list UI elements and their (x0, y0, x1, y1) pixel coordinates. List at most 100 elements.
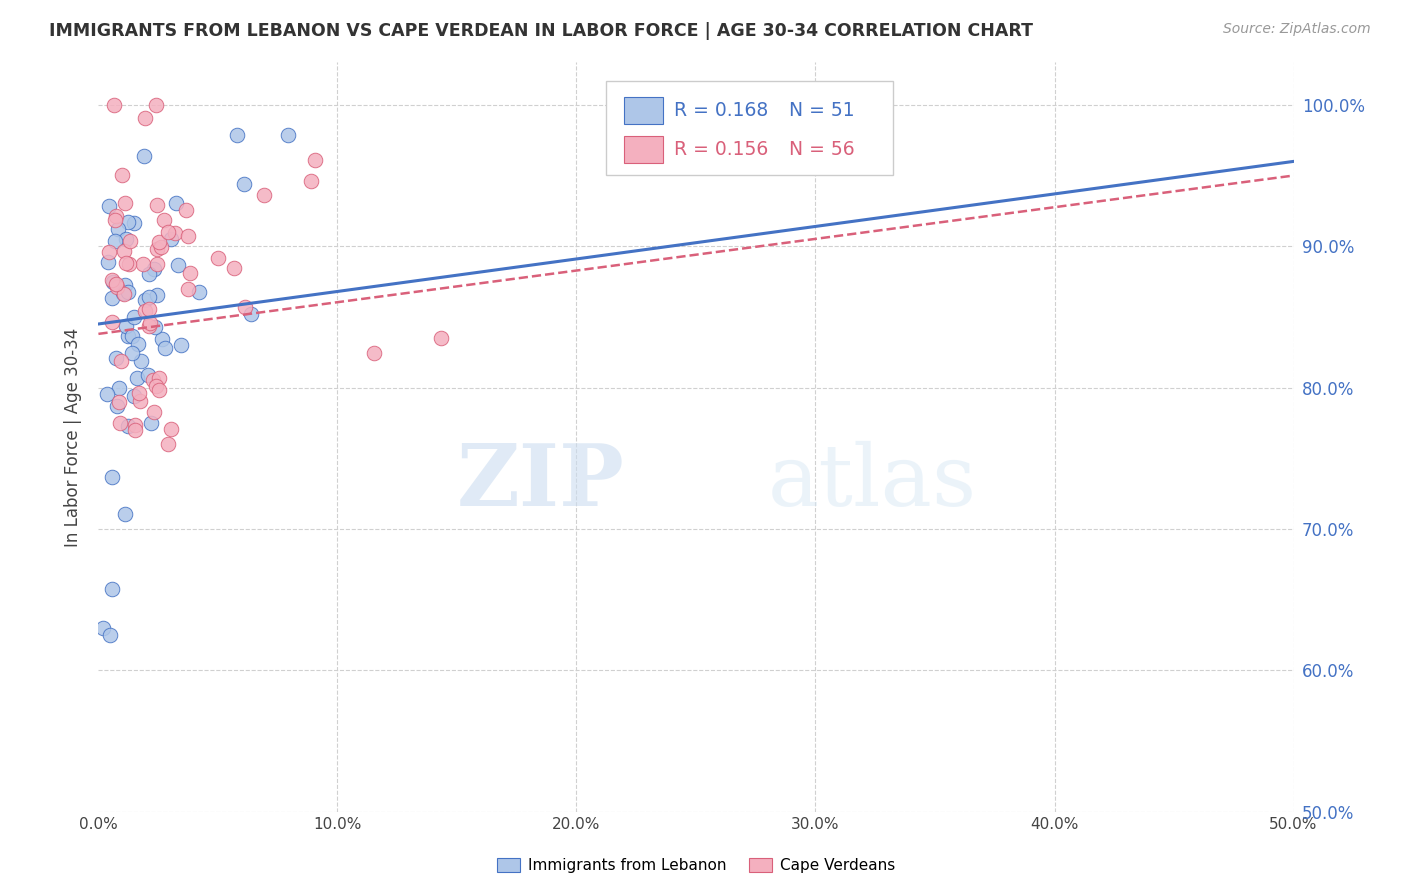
Point (97, 245, 120, 260)
Point (103, 98, 125, 112)
Text: N = 56: N = 56 (789, 140, 855, 159)
Point (114, 278, 136, 293)
Point (110, 353, 132, 368)
Point (110, 168, 132, 182)
Point (224, 260, 246, 275)
Point (134, 111, 156, 125)
Point (128, 385, 150, 400)
Y-axis label: In Labor Force | Age 30-34: In Labor Force | Age 30-34 (65, 327, 83, 547)
Text: R = 0.156: R = 0.156 (675, 140, 769, 159)
Text: IMMIGRANTS FROM LEBANON VS CAPE VERDEAN IN LABOR FORCE | AGE 30-34 CORRELATION C: IMMIGRANTS FROM LEBANON VS CAPE VERDEAN … (49, 22, 1033, 40)
Point (114, 507, 136, 521)
Point (138, 301, 160, 316)
Point (122, 389, 145, 403)
Point (145, 287, 167, 301)
Point (233, 300, 256, 314)
Point (145, 98, 167, 112)
Point (117, 215, 139, 229)
Point (115, 256, 138, 270)
Point (138, 318, 160, 333)
Point (134, 293, 156, 307)
Point (430, 331, 453, 345)
Point (111, 285, 134, 300)
Point (163, 226, 186, 240)
Point (122, 216, 145, 230)
Point (105, 277, 128, 292)
Point (187, 285, 209, 299)
Point (125, 371, 148, 385)
Point (97, 255, 120, 269)
Text: ZIP: ZIP (457, 440, 624, 524)
Point (121, 329, 143, 343)
Point (120, 234, 142, 248)
Point (142, 373, 165, 387)
Point (108, 395, 131, 409)
Point (108, 416, 131, 430)
Point (132, 256, 155, 270)
Point (232, 177, 254, 191)
Text: N = 51: N = 51 (789, 102, 855, 120)
Point (148, 235, 170, 250)
Point (304, 153, 326, 168)
Point (105, 209, 128, 223)
Point (239, 307, 262, 321)
Point (104, 351, 127, 366)
Point (363, 345, 385, 359)
Point (124, 423, 146, 437)
Point (118, 257, 141, 271)
Point (129, 353, 152, 368)
Point (115, 232, 138, 246)
Point (165, 196, 187, 211)
Point (114, 195, 136, 210)
Point (177, 282, 200, 296)
Point (277, 128, 299, 142)
Point (177, 228, 200, 243)
Point (124, 310, 146, 324)
Point (98, 628, 122, 642)
Point (100, 315, 122, 329)
Point (142, 262, 165, 277)
Point (148, 371, 170, 385)
Text: R = 0.168: R = 0.168 (675, 102, 769, 120)
Point (139, 316, 162, 330)
Point (179, 266, 201, 280)
Point (146, 242, 169, 256)
Bar (624, 97, 662, 124)
Point (101, 273, 124, 287)
Point (134, 303, 156, 318)
Point (146, 197, 169, 211)
Point (153, 212, 176, 227)
Point (136, 368, 159, 383)
Point (117, 418, 139, 433)
Point (170, 338, 193, 352)
Point (127, 336, 149, 351)
Point (148, 383, 170, 397)
Point (107, 221, 129, 235)
Point (129, 393, 152, 408)
Point (100, 470, 122, 484)
Point (139, 416, 162, 430)
Point (101, 291, 124, 305)
Point (143, 320, 166, 334)
Point (160, 422, 183, 436)
Text: atlas: atlas (768, 441, 977, 524)
Point (115, 319, 138, 334)
Point (142, 404, 165, 418)
Point (145, 378, 167, 392)
Point (112, 287, 135, 301)
Point (146, 257, 169, 271)
Point (157, 436, 180, 450)
Point (105, 399, 128, 413)
Point (112, 244, 135, 258)
Point (124, 417, 146, 432)
Point (157, 225, 180, 239)
FancyBboxPatch shape (606, 81, 893, 175)
Point (153, 341, 176, 355)
Point (150, 240, 173, 254)
Point (226, 128, 249, 143)
Point (121, 346, 143, 360)
Point (159, 232, 181, 246)
Point (103, 275, 125, 289)
Point (98, 199, 121, 213)
Point (138, 268, 160, 282)
